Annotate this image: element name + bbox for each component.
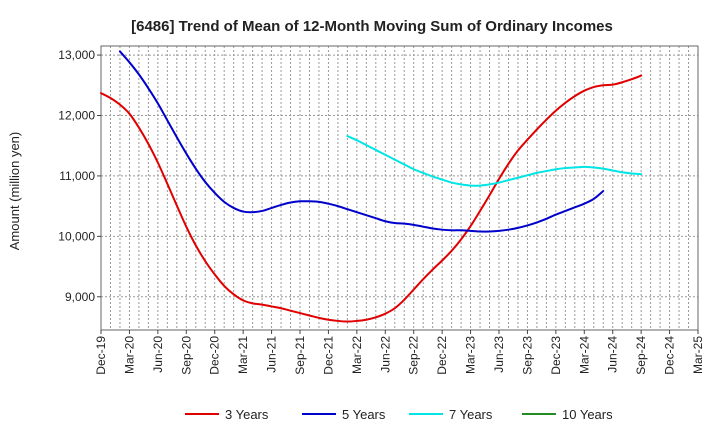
x-tick-label: Dec-24 (663, 336, 677, 375)
x-tick-label: Mar-20 (122, 336, 136, 374)
plot-area (100, 45, 699, 331)
y-axis: 9,000 10,000 11,000 12,000 13,000 (58, 48, 101, 304)
x-tick-label: Dec-21 (321, 336, 335, 375)
x-tick-label: Sep-20 (179, 336, 193, 375)
legend-label: 3 Years (225, 407, 269, 422)
x-tick-label: Sep-23 (520, 336, 534, 375)
y-tick-label: 12,000 (58, 108, 95, 122)
legend-label: 7 Years (449, 407, 493, 422)
x-tick-label: Dec-22 (435, 336, 449, 375)
legend-item-3-years: 3 Years (185, 407, 269, 422)
x-tick-label: Mar-23 (464, 336, 478, 374)
x-tick-label: Dec-19 (94, 336, 108, 375)
x-tick-label: Mar-25 (691, 336, 705, 374)
series-lines (100, 50, 643, 323)
legend-item-10-years: 10 Years (522, 407, 613, 422)
x-tick-label: Sep-21 (293, 336, 307, 375)
x-tick-label: Mar-24 (577, 336, 591, 374)
y-tick-label: 9,000 (65, 290, 95, 304)
x-tick-label: Sep-22 (407, 336, 421, 375)
y-axis-label: Amount (million yen) (7, 132, 22, 251)
grid (101, 46, 698, 330)
x-tick-label: Jun-23 (492, 336, 506, 373)
x-tick-label: Mar-22 (350, 336, 364, 374)
legend-label: 10 Years (562, 407, 613, 422)
x-tick-label: Jun-20 (151, 336, 165, 373)
x-tick-label: Dec-23 (549, 336, 563, 375)
x-tick-label: Jun-24 (606, 336, 620, 373)
series-line-3-years (100, 74, 643, 323)
x-tick-label: Sep-24 (634, 336, 648, 375)
y-tick-label: 13,000 (58, 48, 95, 62)
legend-label: 5 Years (342, 407, 386, 422)
x-tick-label: Jun-22 (378, 336, 392, 373)
x-tick-label: Dec-20 (208, 336, 222, 375)
x-tick-label: Mar-21 (236, 336, 250, 374)
y-tick-label: 10,000 (58, 229, 95, 243)
x-tick-label: Jun-21 (265, 336, 279, 373)
y-tick-label: 11,000 (59, 169, 95, 183)
legend-item-7-years: 7 Years (409, 407, 493, 422)
legend-item-5-years: 5 Years (302, 407, 386, 422)
series-line-7-years (346, 135, 643, 187)
legend: 3 Years 5 Years 7 Years 10 Years (185, 407, 613, 422)
chart-title: [6486] Trend of Mean of 12-Month Moving … (131, 18, 613, 35)
series-line-5-years (118, 50, 605, 233)
x-axis: Dec-19 Mar-20 Jun-20 Sep-20 Dec-20 Mar-21 Jun-… (94, 330, 705, 375)
